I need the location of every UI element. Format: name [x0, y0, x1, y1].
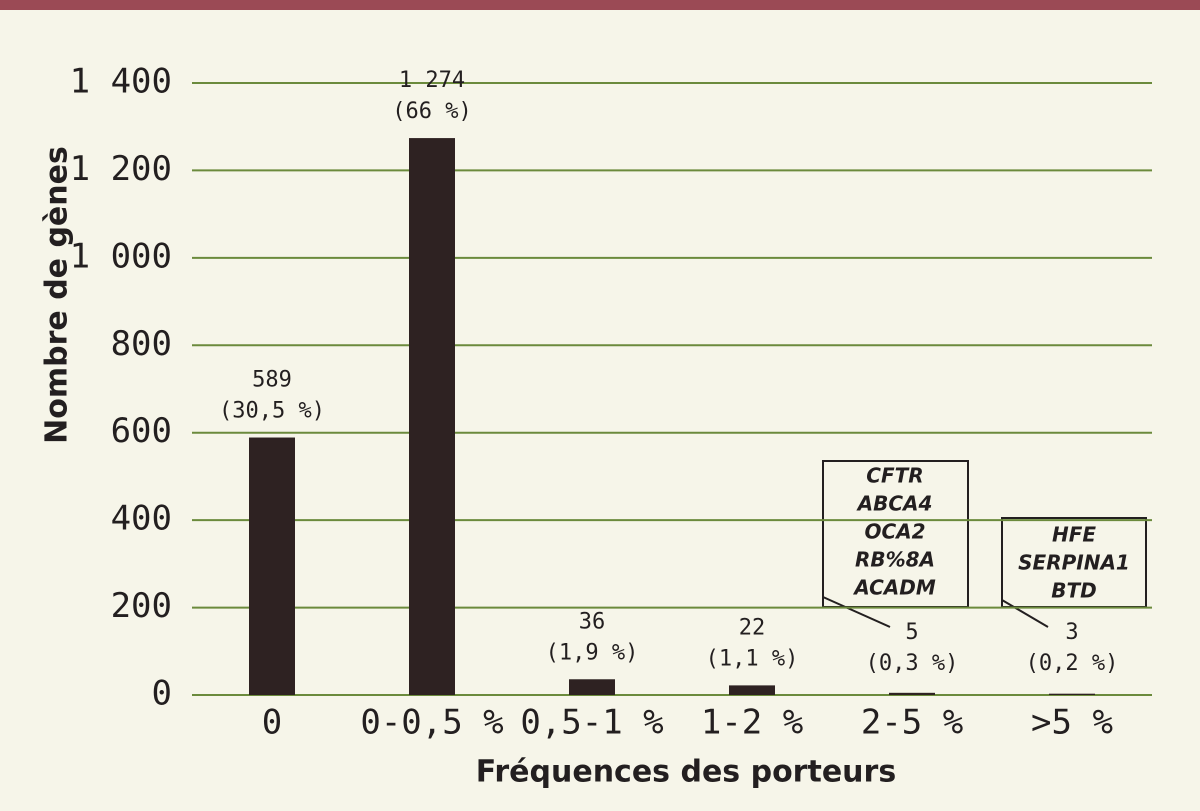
gene: RB%8A [855, 548, 935, 572]
y-axis-label: Nombre de gènes [40, 146, 75, 444]
x-tick-label: 0-0,5 % [360, 703, 503, 743]
percentage-label: (0,2 %) [1026, 651, 1119, 676]
y-tick-label: 400 [111, 499, 172, 539]
gene: SERPINA1 [1018, 551, 1130, 575]
y-tick-label: 1 200 [70, 149, 172, 189]
value-label: 5 [905, 620, 918, 645]
bar [409, 138, 455, 695]
bar [889, 692, 935, 695]
percentage-label: (30,5 %) [219, 399, 325, 424]
leader-line [822, 596, 891, 628]
bar [1049, 693, 1095, 695]
bar [249, 437, 295, 695]
value-label: 36 [579, 609, 606, 634]
y-tick-label: 1 400 [70, 62, 172, 102]
gene: BTD [1051, 579, 1097, 603]
gene: CFTR [866, 464, 923, 488]
value-label: 1 274 [399, 68, 465, 93]
value-label: 3 [1065, 620, 1078, 645]
percentage-label: (1,1 %) [706, 646, 799, 671]
y-tick-label: 600 [111, 411, 172, 451]
annotation: HFE SERPINA1 BTD [1001, 517, 1147, 628]
top-band [0, 0, 1200, 10]
y-tick-label: 1 000 [70, 236, 172, 276]
y-tick-label: 800 [111, 324, 172, 364]
x-tick-label: >5 % [1031, 703, 1113, 743]
y-tick-label: 200 [111, 586, 172, 626]
x-tick-label: 2-5 % [861, 703, 963, 743]
percentage-label: (66 %) [392, 99, 471, 124]
annotation: CFTR ABCA4 OCA2 RB%8A ACADM [822, 460, 969, 628]
bar [569, 679, 615, 695]
gene: HFE [1052, 523, 1096, 547]
x-tick-label: 0,5-1 % [520, 703, 663, 743]
gene: ABCA4 [856, 492, 933, 516]
value-label: 22 [739, 615, 766, 640]
x-tick-label: 1-2 % [701, 703, 803, 743]
gene: ACADM [852, 576, 936, 600]
y-tick-label: 0 [152, 674, 172, 714]
value-label: 589 [252, 368, 292, 393]
x-tick-label: 0 [262, 703, 282, 743]
leader-line [1001, 599, 1049, 628]
percentage-label: (1,9 %) [546, 640, 639, 665]
gene: OCA2 [864, 520, 925, 544]
x-axis-label: Fréquences des porteurs [476, 755, 896, 790]
bar [729, 685, 775, 695]
percentage-label: (0,3 %) [866, 651, 959, 676]
